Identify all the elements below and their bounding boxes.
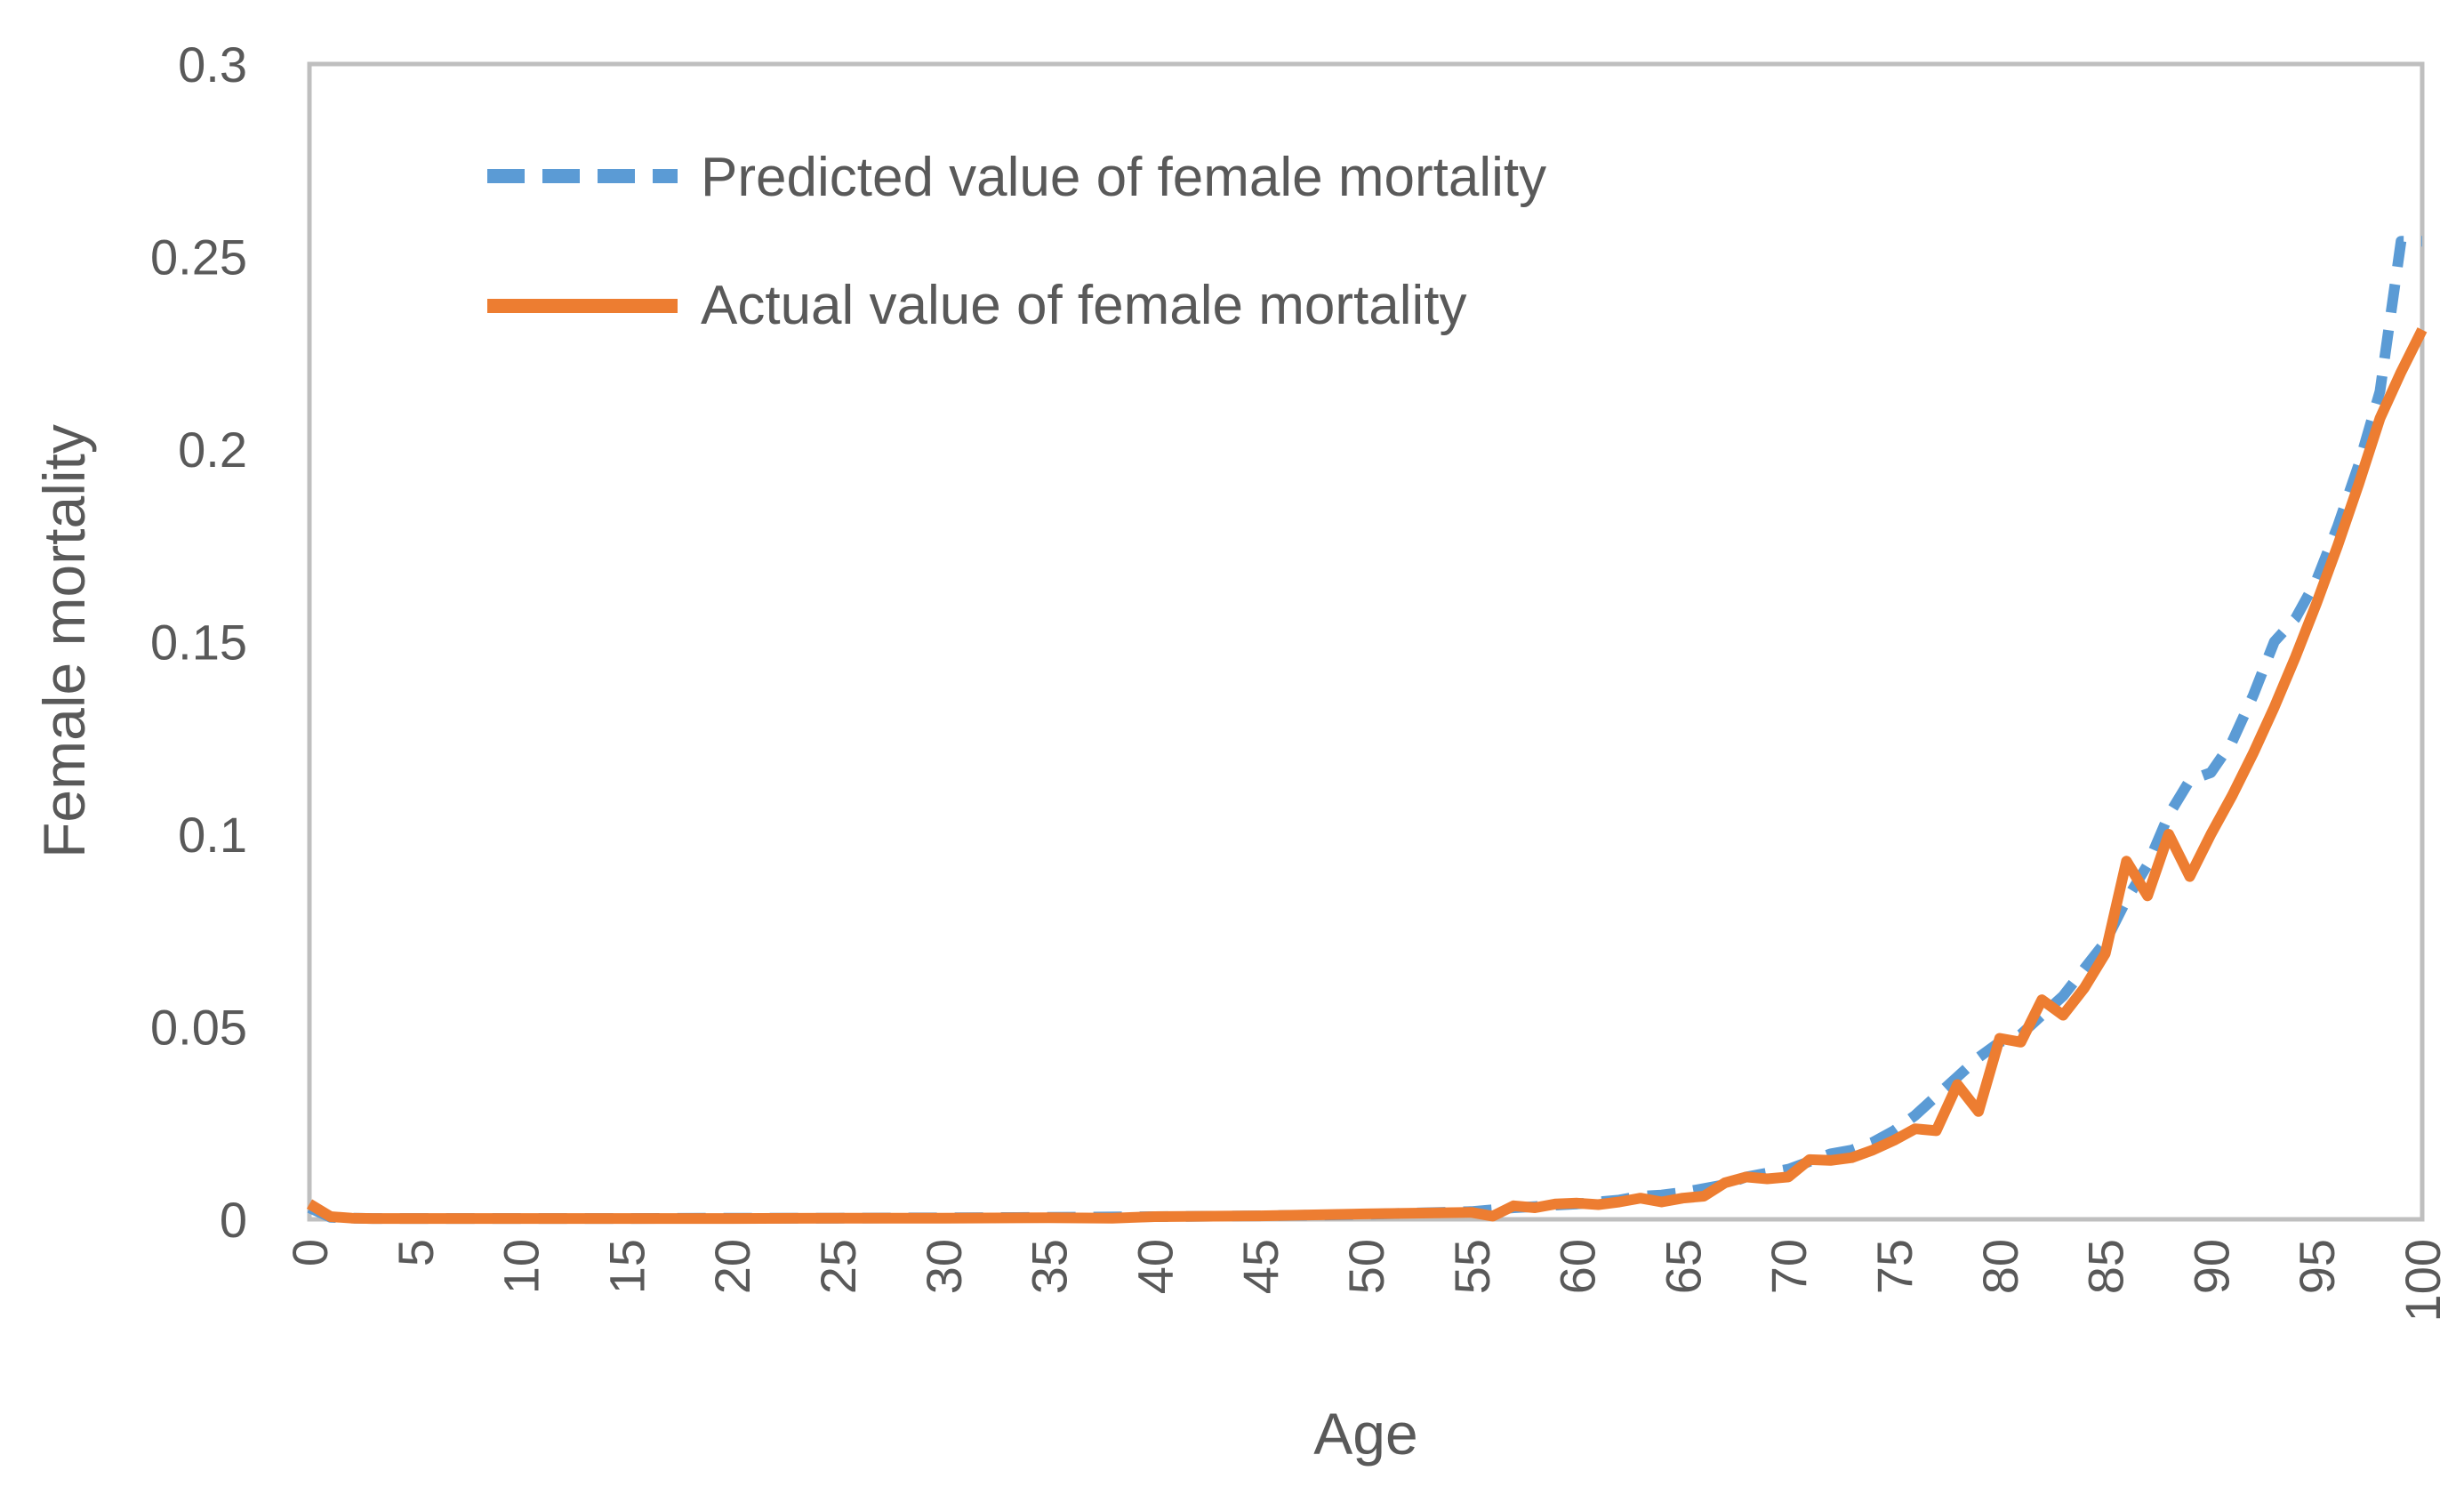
x-tick-label: 35 [1022, 1239, 1078, 1294]
x-tick-label: 85 [2078, 1239, 2134, 1294]
y-axis-ticks: 0 0.05 0.1 0.15 0.2 0.25 0.3 [150, 36, 247, 1248]
x-tick-label: 80 [1972, 1239, 2028, 1294]
y-tick-label: 0 [220, 1192, 247, 1248]
x-tick-label: 100 [2395, 1239, 2451, 1322]
x-tick-label: 0 [282, 1239, 338, 1266]
y-tick-label: 0.25 [150, 229, 247, 285]
x-tick-label: 60 [1550, 1239, 1606, 1294]
x-tick-label: 70 [1761, 1239, 1817, 1294]
x-tick-label: 5 [388, 1239, 444, 1266]
series-line-actual [306, 327, 2428, 1225]
y-axis-title: Female mortality [31, 424, 97, 858]
legend-label-actual: Actual value of female mortality [701, 275, 1467, 336]
x-tick-label: 90 [2183, 1239, 2239, 1294]
y-tick-label: 0.2 [178, 422, 247, 478]
x-tick-label: 10 [494, 1239, 550, 1294]
x-tick-label: 50 [1338, 1239, 1394, 1294]
x-tick-label: 30 [916, 1239, 972, 1294]
series-line-predicted [307, 236, 2422, 1225]
plot-area-border [307, 61, 2425, 1222]
x-tick-label: 40 [1127, 1239, 1183, 1294]
y-tick-label: 0.05 [150, 1000, 247, 1056]
series-layer [306, 236, 2428, 1225]
legend-label-predicted: Predicted value of female mortality [701, 147, 1546, 208]
y-tick-label: 0.15 [150, 615, 247, 671]
x-tick-label: 20 [704, 1239, 760, 1294]
x-tick-label: 95 [2289, 1239, 2345, 1294]
x-tick-label: 65 [1655, 1239, 1711, 1294]
x-tick-label: 75 [1866, 1239, 1922, 1294]
x-axis-ticks: 0 5 10 15 20 25 30 35 40 45 50 55 60 65 70 75 80 85 90 95 10… [282, 1239, 2451, 1322]
x-tick-label: 55 [1444, 1239, 1500, 1294]
x-axis-title: Age [1313, 1401, 1417, 1467]
x-tick-label: 25 [810, 1239, 866, 1294]
x-tick-label: 45 [1232, 1239, 1288, 1294]
y-tick-label: 0.3 [178, 36, 247, 92]
x-tick-label: 15 [598, 1239, 654, 1294]
y-tick-label: 0.1 [178, 807, 247, 863]
legend: Predicted value of female mortality Actu… [487, 147, 1546, 336]
